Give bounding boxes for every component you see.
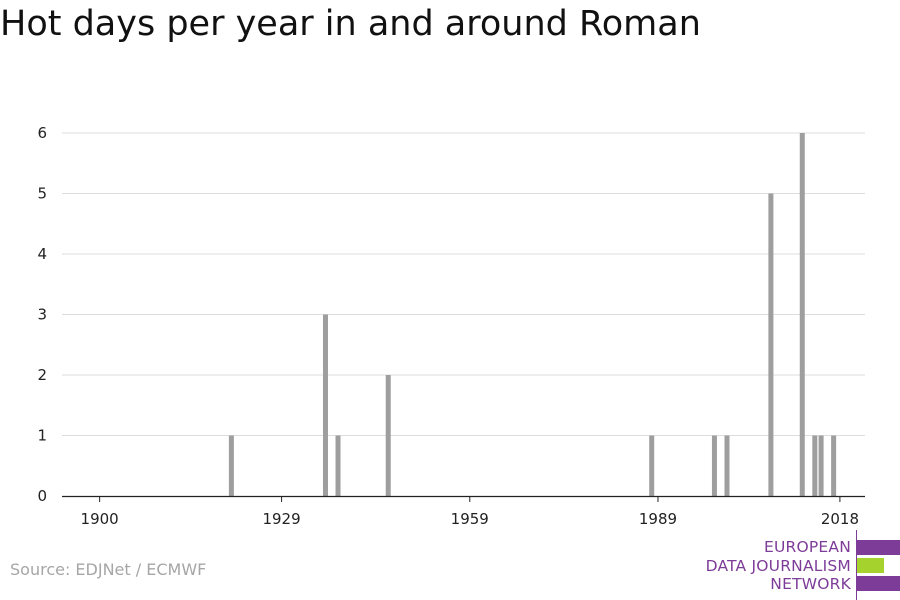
chart-title: Hot days per year in and around Roman <box>0 4 701 44</box>
bar-2014[interactable] <box>812 435 818 497</box>
y-tick-label: 0 <box>37 487 47 505</box>
y-tick-label: 2 <box>37 366 47 384</box>
x-tick-label: 1959 <box>451 510 489 528</box>
bar-2017[interactable] <box>831 435 837 497</box>
logo-bar-purple-top <box>857 540 900 555</box>
logo-divider <box>856 530 857 600</box>
bar-2015[interactable] <box>818 435 824 497</box>
bar-1936[interactable] <box>322 314 328 497</box>
logo-line-1: EUROPEAN <box>763 538 851 556</box>
x-tick-label: 1929 <box>262 510 300 528</box>
bar-1998[interactable] <box>711 435 717 497</box>
bar-1938[interactable] <box>335 435 341 497</box>
x-tick-label: 1989 <box>639 510 677 528</box>
bar-chart: 0 1 2 3 4 5 6 1900 1929 1959 1989 2018 <box>37 124 865 528</box>
edjnet-logo[interactable]: EUROPEAN DATA JOURNALISM NETWORK <box>700 530 900 600</box>
y-tick-label: 3 <box>37 306 47 324</box>
logo-bar-green <box>857 558 884 573</box>
bar-2000[interactable] <box>724 435 730 497</box>
y-tick-label: 5 <box>37 185 47 203</box>
x-tick-label: 1900 <box>81 510 119 528</box>
y-tick-label: 4 <box>37 245 47 263</box>
y-axis-tick-labels: 0 1 2 3 4 5 6 <box>37 124 47 505</box>
logo-line-2: DATA JOURNALISM <box>705 557 851 575</box>
bar-1921[interactable] <box>228 435 234 497</box>
source-note: Source: EDJNet / ECMWF <box>10 560 207 579</box>
y-tick-label: 1 <box>37 427 47 445</box>
logo-line-3: NETWORK <box>770 575 851 593</box>
logo-bar-purple-bottom <box>857 576 900 591</box>
bar-1946[interactable] <box>385 375 391 496</box>
grid-lines <box>62 132 865 436</box>
y-tick-label: 6 <box>37 124 47 142</box>
bar-1988[interactable] <box>649 435 655 497</box>
bar-2012[interactable] <box>799 133 805 496</box>
bar-2007[interactable] <box>768 193 774 497</box>
x-axis-tick-labels: 1900 1929 1959 1989 2018 <box>81 496 859 528</box>
x-tick-label: 2018 <box>821 510 859 528</box>
bars <box>228 133 837 497</box>
